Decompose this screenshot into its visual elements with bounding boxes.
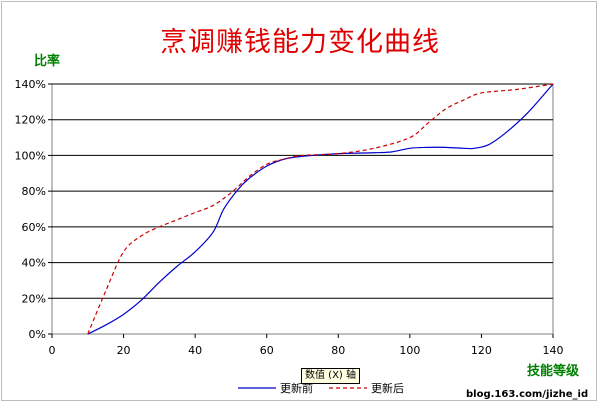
x-tick-label: 80 (331, 344, 345, 357)
y-tick-label: 100% (15, 149, 46, 162)
y-tick-label: 80% (22, 185, 46, 198)
x-tick-label: 120 (471, 344, 492, 357)
x-tick-label: 100 (399, 344, 420, 357)
x-tick-label: 40 (188, 344, 202, 357)
chart-title: 烹调赚钱能力变化曲线 (160, 27, 440, 58)
legend-label: 更新前 (280, 381, 313, 395)
x-tick-label: 140 (543, 344, 564, 357)
x-axis-title: 技能等级 (527, 364, 580, 379)
legend-label: 更新后 (371, 381, 404, 395)
y-tick-label: 140% (15, 78, 46, 91)
gridlines (52, 83, 553, 299)
x-axis-ticks: 0 20 40 60 80 100 120 140 (49, 334, 564, 357)
watermark: blog.163.com/jizhe_id (466, 389, 589, 400)
series-line-2 (87, 83, 554, 335)
x-tick-label: 60 (260, 344, 274, 357)
y-tick-label: 0% (29, 328, 46, 341)
x-tick-label: 20 (117, 344, 131, 357)
legend: 更新前 更新后 (238, 381, 404, 395)
series-lines (87, 83, 554, 335)
y-axis-title: 比率 (34, 54, 61, 69)
plot-area (51, 83, 554, 335)
x-tick-label: 0 (49, 344, 56, 357)
series-line-1 (87, 83, 554, 335)
y-tick-label: 60% (22, 221, 46, 234)
axis-tooltip: 数值 (X) 轴 (301, 368, 361, 384)
y-axis-ticks: 0% 20% 40% 60% 80% 100% 120% 140% (15, 78, 52, 341)
y-tick-label: 40% (22, 257, 46, 270)
y-tick-label: 20% (22, 292, 46, 305)
y-tick-label: 120% (15, 114, 46, 127)
